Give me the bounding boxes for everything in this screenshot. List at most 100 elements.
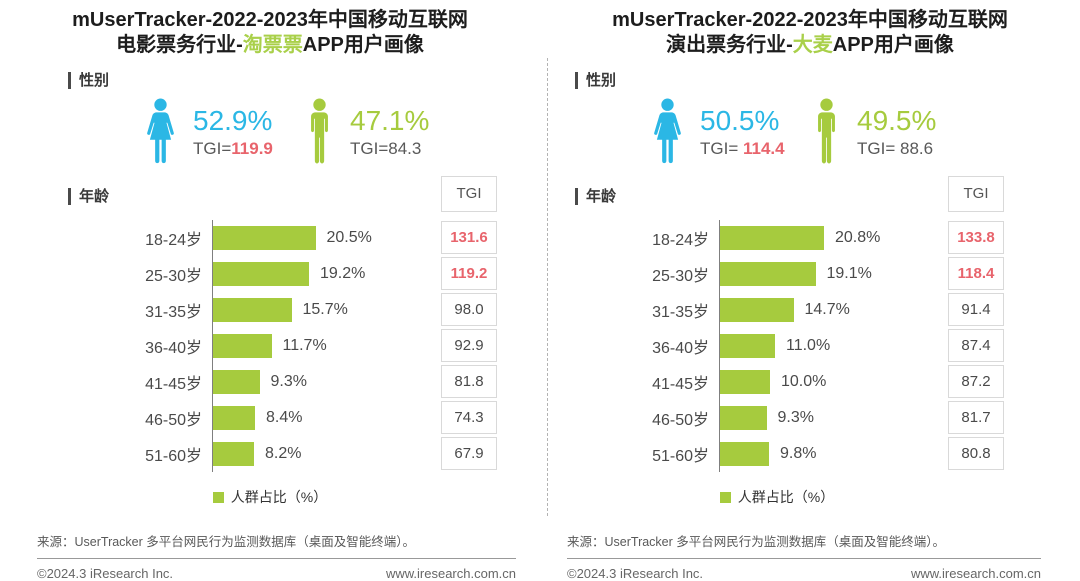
percent-label: 20.5%: [326, 229, 372, 246]
title-line1: mUserTracker-2022-2023年中国移动互联网: [72, 9, 468, 31]
percent-bar: [213, 298, 292, 322]
panel-title: mUserTracker-2022-2023年中国移动互联网 演出票务行业-大麦A…: [546, 8, 1074, 58]
male-icon: [813, 98, 840, 166]
percent-label: 15.7%: [302, 301, 348, 318]
age-label: 25-30岁: [652, 268, 709, 285]
title-line2-pre: 电影票务行业-: [116, 34, 243, 56]
age-label: 36-40岁: [652, 340, 709, 357]
age-label: 41-45岁: [652, 376, 709, 393]
tgi-value-cell: 92.9: [441, 329, 497, 362]
gender-section-header: 性别: [0, 72, 540, 89]
female-tgi-prefix: TGI=: [193, 138, 232, 158]
bar-zone: 19.2%: [212, 256, 365, 292]
age-section-label: 年龄: [575, 187, 616, 205]
percent-bar: [720, 406, 767, 430]
panel-content: 性别 52.9% TGI=119.9 47.1% TGI=84.3 年: [0, 72, 540, 507]
panel-damai: mUserTracker-2022-2023年中国移动互联网 演出票务行业-大麦A…: [540, 0, 1080, 581]
female-stats: 50.5% TGI= 114.4: [700, 105, 813, 159]
percent-bar: [213, 226, 316, 250]
age-row: 41-45岁 9.3% 81.8: [0, 364, 540, 400]
panel-divider: [547, 58, 548, 516]
gender-stats-row: 50.5% TGI= 114.4 49.5% TGI= 88.6: [507, 96, 1080, 168]
panel-taopiaopiao: mUserTracker-2022-2023年中国移动互联网电影票务行业-淘票票…: [0, 0, 540, 581]
male-stats: 49.5% TGI= 88.6: [857, 104, 970, 159]
age-row: 51-60岁 8.2% 67.9: [0, 436, 540, 472]
age-row: 31-35岁 14.7% 91.4: [507, 292, 1080, 328]
bar-zone: 9.3%: [719, 400, 814, 436]
percent-label: 9.3%: [270, 373, 307, 390]
tgi-value-cell: 81.7: [948, 401, 1004, 434]
age-row: 25-30岁 19.2% 119.2: [0, 256, 540, 292]
percent-label: 8.4%: [266, 409, 303, 426]
age-section-header: 年龄 TGI: [0, 176, 540, 216]
female-percent: 52.9%: [193, 104, 273, 136]
bar-zone: 8.4%: [212, 400, 302, 436]
age-row: 31-35岁 15.7% 98.0: [0, 292, 540, 328]
percent-bar: [720, 442, 769, 466]
tgi-column-header: TGI: [441, 176, 497, 212]
male-percent: 49.5%: [857, 104, 937, 136]
website-url: www.iresearch.com.cn: [910, 566, 1041, 581]
age-label: 36-40岁: [145, 340, 202, 357]
website-url: www.iresearch.com.cn: [385, 566, 516, 581]
panel-title: mUserTracker-2022-2023年中国移动互联网电影票务行业-淘票票…: [6, 8, 534, 58]
percent-bar: [213, 334, 272, 358]
chart-legend: 人群占比（%）: [0, 487, 540, 507]
age-label: 18-24岁: [145, 232, 202, 249]
age-label: 25-30岁: [145, 268, 202, 285]
legend-label: 人群占比（%）: [737, 489, 835, 505]
bar-zone: 10.0%: [719, 364, 826, 400]
legend-label: 人群占比（%）: [230, 489, 328, 505]
female-tgi: TGI= 114.4: [700, 139, 813, 159]
chart-legend: 人群占比（%）: [507, 487, 1047, 507]
title-line2-pre: 演出票务行业-: [666, 34, 793, 56]
male-tgi-value: 88.6: [899, 138, 934, 158]
source-note: 来源：UserTracker 多平台网民行为监测数据库（桌面及智能终端）。: [567, 535, 946, 549]
tgi-value-cell: 91.4: [948, 293, 1004, 326]
age-row: 25-30岁 19.1% 118.4: [507, 256, 1080, 292]
tgi-value-cell: 87.4: [948, 329, 1004, 362]
legend-swatch-icon: [719, 491, 731, 503]
percent-label: 11.7%: [282, 337, 327, 354]
percent-label: 14.7%: [804, 301, 850, 318]
age-row: 36-40岁 11.7% 92.9: [0, 328, 540, 364]
age-bar-chart: 18-24岁 20.5% 131.6 25-30岁 19.2% 119.2 31-35岁…: [0, 220, 540, 472]
percent-bar: [720, 226, 824, 250]
male-tgi-prefix: TGI=: [350, 138, 389, 158]
age-row: 36-40岁 11.0% 87.4: [507, 328, 1080, 364]
copyright-text: ©2024.3 iResearch Inc.: [37, 566, 174, 581]
percent-bar: [720, 334, 775, 358]
male-tgi-value: 84.3: [388, 138, 422, 158]
percent-bar: [720, 370, 770, 394]
age-label: 51-60岁: [145, 448, 202, 465]
age-bar-chart: 18-24岁 20.8% 133.8 25-30岁 19.1% 118.4 31-35岁…: [507, 220, 1080, 472]
app-name-highlight: 淘票票: [242, 34, 303, 56]
percent-label: 11.0%: [786, 337, 831, 354]
source-note: 来源：UserTracker 多平台网民行为监测数据库（桌面及智能终端）。: [37, 535, 416, 549]
percent-label: 10.0%: [781, 373, 827, 390]
percent-bar: [213, 262, 309, 286]
male-tgi-prefix: TGI=: [857, 138, 900, 158]
female-tgi-prefix: TGI=: [700, 138, 743, 158]
age-label: 41-45岁: [145, 376, 202, 393]
panel-content: 性别 50.5% TGI= 114.4 49.5% TGI= 88.6: [507, 72, 1080, 507]
tgi-value-cell: 98.0: [441, 293, 497, 326]
age-row: 46-50岁 8.4% 74.3: [0, 400, 540, 436]
bar-zone: 11.0%: [719, 328, 830, 364]
female-tgi-value: 114.4: [742, 138, 785, 158]
gender-stats-row: 52.9% TGI=119.9 47.1% TGI=84.3: [0, 96, 540, 168]
title-line1: mUserTracker-2022-2023年中国移动互联网: [612, 9, 1008, 31]
percent-bar: [720, 298, 794, 322]
age-section-header: 年龄 TGI: [507, 176, 1080, 216]
gender-section-label: 性别: [575, 72, 616, 89]
female-icon: [145, 98, 176, 166]
bar-zone: 19.1%: [719, 256, 872, 292]
percent-label: 19.1%: [826, 265, 872, 282]
tgi-value-cell: 118.4: [948, 257, 1004, 290]
bar-zone: 9.8%: [719, 436, 816, 472]
age-row: 46-50岁 9.3% 81.7: [507, 400, 1080, 436]
male-stats: 47.1% TGI=84.3: [350, 105, 463, 159]
tgi-value-cell: 67.9: [441, 437, 497, 470]
age-section-label: 年龄: [68, 187, 109, 205]
